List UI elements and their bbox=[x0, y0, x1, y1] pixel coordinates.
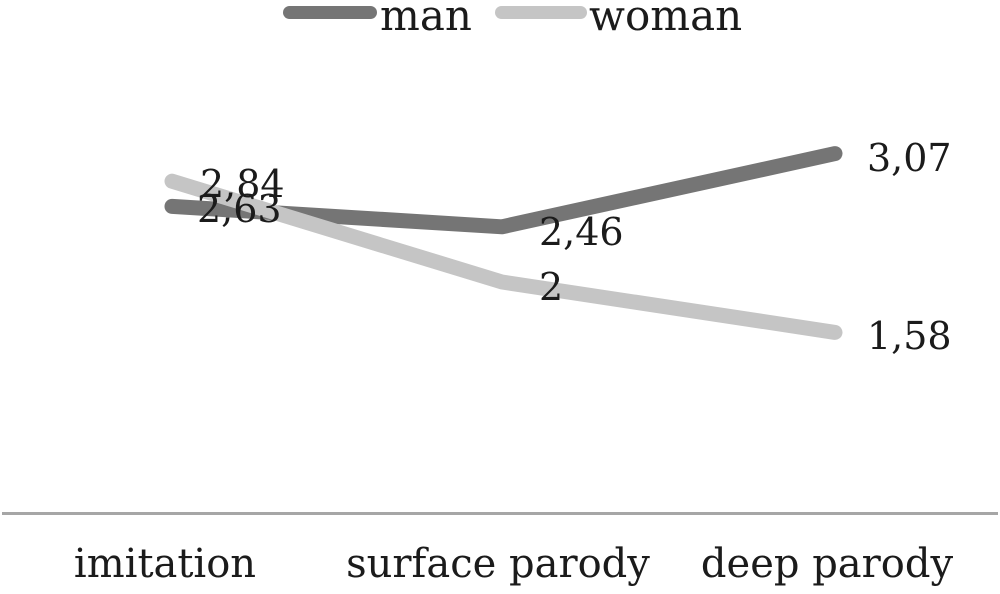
x-axis-tick-labels: imitation surface parody deep parody bbox=[74, 541, 954, 587]
data-label-man-deep-parody: 3,07 bbox=[867, 136, 952, 180]
data-label-woman-surface-parody: 2 bbox=[539, 265, 563, 309]
x-tick-label-surface-parody: surface parody bbox=[346, 541, 650, 587]
woman-line-series bbox=[164, 173, 843, 340]
x-tick-label-deep-parody: deep parody bbox=[701, 541, 954, 587]
data-label-woman-imitation: 2,84 bbox=[200, 162, 285, 206]
legend: man woman bbox=[283, 0, 742, 40]
data-labels: 2,84 2,63 2,46 2 3,07 1,58 bbox=[197, 136, 952, 358]
data-label-man-surface-parody: 2,46 bbox=[539, 210, 624, 254]
x-tick-label-imitation: imitation bbox=[74, 541, 256, 587]
legend-label-man: man bbox=[380, 0, 472, 40]
data-label-man-imitation: 2,63 bbox=[197, 187, 282, 231]
data-label-woman-deep-parody: 1,58 bbox=[867, 314, 952, 358]
legend-swatch-man bbox=[283, 6, 377, 19]
legend-swatch-woman bbox=[495, 6, 587, 19]
legend-label-woman: woman bbox=[589, 0, 742, 40]
plot-area bbox=[164, 146, 843, 340]
